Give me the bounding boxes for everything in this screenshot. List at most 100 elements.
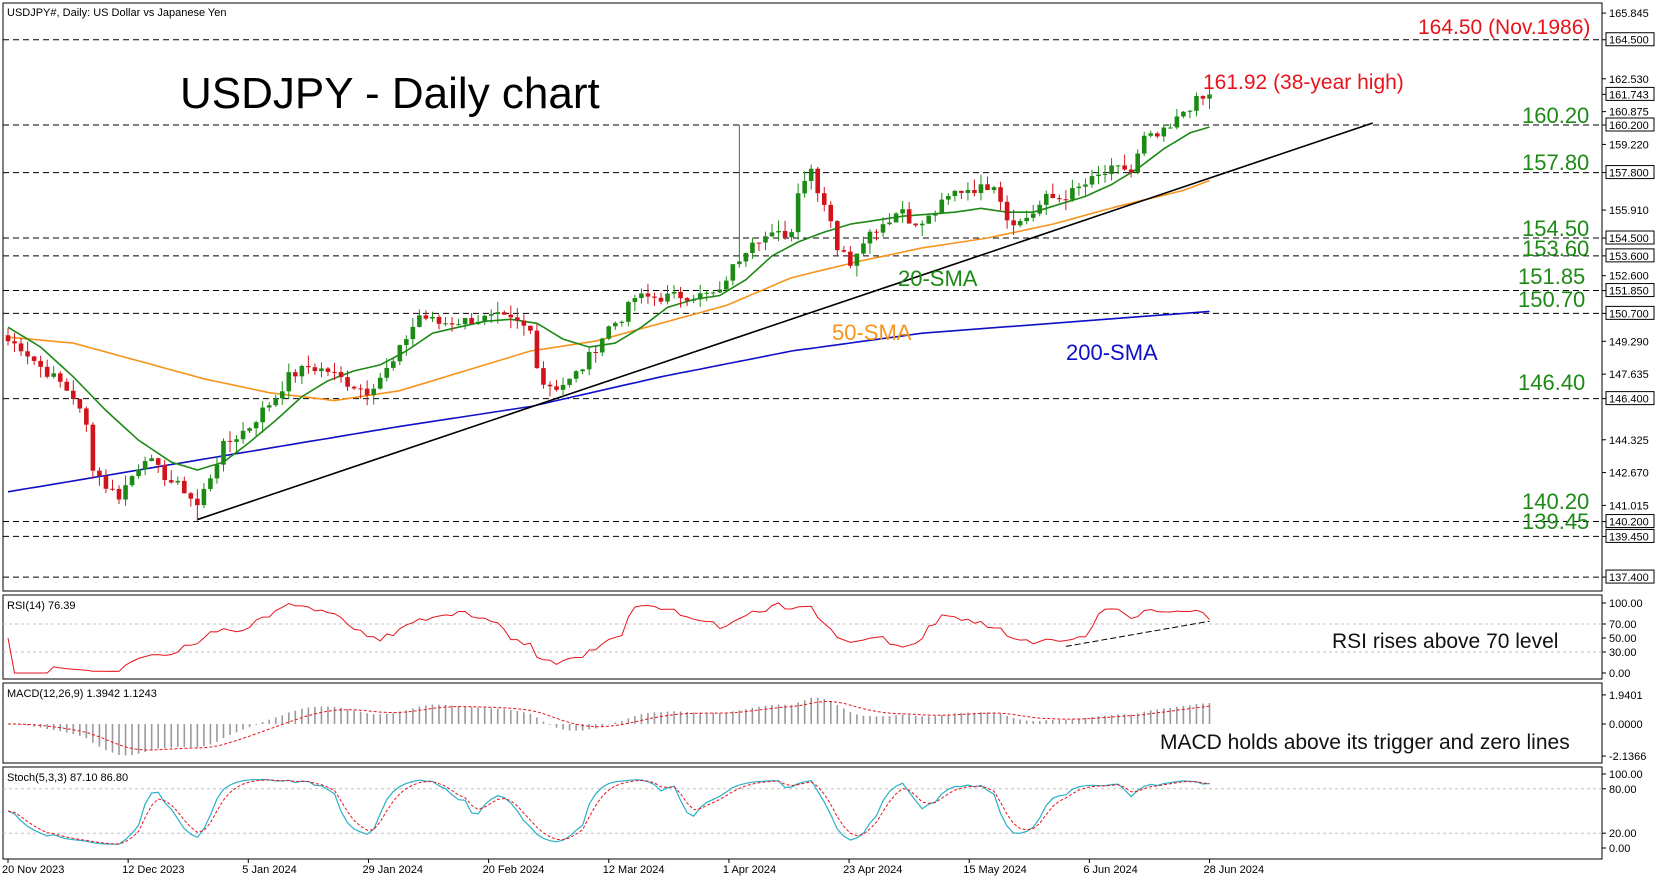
price-tick-label: 140.200 — [1609, 517, 1649, 529]
trendline-path — [197, 122, 1374, 521]
candle — [71, 380, 76, 405]
price-tick-box — [1605, 305, 1655, 320]
candle — [149, 454, 154, 462]
level-label-150-70: 150.70 — [1518, 287, 1585, 312]
candle-body — [234, 439, 239, 442]
candle — [443, 317, 448, 327]
candle-body — [1004, 201, 1010, 221]
level-label-139-45: 139.45 — [1522, 509, 1589, 534]
candle-body — [1154, 133, 1160, 137]
candle-body — [312, 367, 318, 372]
candle — [645, 283, 651, 304]
candle-body — [38, 360, 43, 367]
candle — [279, 381, 285, 406]
candle — [1083, 178, 1088, 196]
price-tick-label: 160.200 — [1609, 120, 1649, 132]
stoch-k-path — [7, 778, 1210, 845]
candle — [1135, 149, 1140, 175]
candle-body — [900, 209, 905, 214]
level-label-160-20: 160.20 — [1522, 103, 1589, 128]
date-axis: 20 Nov 2023 12 Dec 2023 5 Jan 2024 29 Jan 2… — [2, 859, 1264, 876]
candle — [730, 264, 736, 286]
candle-body — [756, 242, 762, 244]
candle — [521, 314, 527, 336]
candle-body — [926, 215, 932, 224]
price-tick-box — [1605, 117, 1655, 132]
candle-body — [1076, 186, 1082, 189]
candle-body — [1168, 127, 1173, 129]
candle — [182, 476, 187, 494]
candle — [371, 383, 376, 405]
price-tick-box — [1605, 32, 1655, 47]
candle — [815, 166, 821, 202]
candle — [704, 290, 710, 302]
candle-body — [612, 322, 618, 327]
candle-body — [710, 292, 716, 294]
candle — [195, 489, 200, 521]
candle — [227, 431, 233, 453]
candle — [384, 358, 390, 382]
candle-body — [1187, 110, 1193, 112]
annotation-38-year-high: 161.92 (38-year high) — [1203, 71, 1404, 94]
candle-body — [1057, 198, 1062, 200]
candle — [978, 174, 984, 201]
candle — [201, 483, 207, 509]
candle-body — [802, 180, 807, 194]
candle — [965, 182, 971, 201]
macd-tick-label: 1.9401 — [1609, 690, 1643, 702]
candle-body — [959, 190, 964, 193]
price-tick-label: 150.700 — [1609, 308, 1649, 320]
candle-body — [488, 314, 494, 316]
candle — [1128, 164, 1134, 178]
candle-body — [129, 476, 135, 486]
candle — [887, 213, 892, 226]
rsi-panel: RSI(14) 76.39 100.0070.0050.0030.000.00 … — [2, 594, 1643, 680]
rsi-note: RSI rises above 70 level — [1332, 630, 1558, 653]
candle-body — [417, 315, 422, 327]
candle — [724, 276, 729, 293]
candle — [926, 215, 932, 224]
candle-body — [390, 361, 396, 368]
level-label-164-50: 164.50 (Nov.1986) — [1418, 16, 1590, 39]
candle-body — [1181, 111, 1186, 117]
candle-body — [776, 230, 781, 233]
candle — [103, 469, 109, 494]
candle — [717, 281, 723, 294]
candle-body — [867, 231, 873, 244]
candle-body — [501, 312, 507, 315]
candle — [1109, 158, 1114, 181]
candle — [776, 220, 781, 242]
candle-body — [861, 243, 866, 254]
level-label-146-40: 146.40 — [1518, 370, 1585, 395]
candle — [508, 305, 514, 329]
candle — [985, 176, 990, 191]
candle — [273, 394, 279, 407]
candle-body — [887, 222, 892, 225]
candle-body — [260, 407, 265, 423]
candle-body — [619, 321, 625, 323]
candle-body — [534, 330, 540, 369]
candle — [652, 292, 657, 306]
candle-body — [913, 223, 918, 226]
rsi-header: RSI(14) 76.39 — [7, 600, 75, 612]
candle — [325, 367, 331, 377]
candle — [475, 315, 481, 326]
candle-body — [423, 315, 429, 319]
candle — [286, 363, 292, 400]
candle-body — [652, 296, 657, 298]
candle-body — [848, 251, 853, 266]
candle-body — [71, 390, 76, 399]
price-tick-label: 141.015 — [1609, 500, 1649, 512]
candle-body — [645, 293, 651, 297]
candle-body — [691, 299, 696, 301]
candle-body — [103, 475, 109, 489]
candle — [260, 401, 265, 433]
candle-body — [1128, 169, 1134, 173]
candle-body — [371, 388, 376, 396]
candle — [750, 237, 755, 259]
candle-body — [939, 199, 945, 214]
candle — [547, 381, 553, 397]
date-tick-label: 6 Jun 2024 — [1083, 864, 1137, 876]
candle — [1115, 164, 1121, 175]
candle-body — [1043, 193, 1049, 205]
